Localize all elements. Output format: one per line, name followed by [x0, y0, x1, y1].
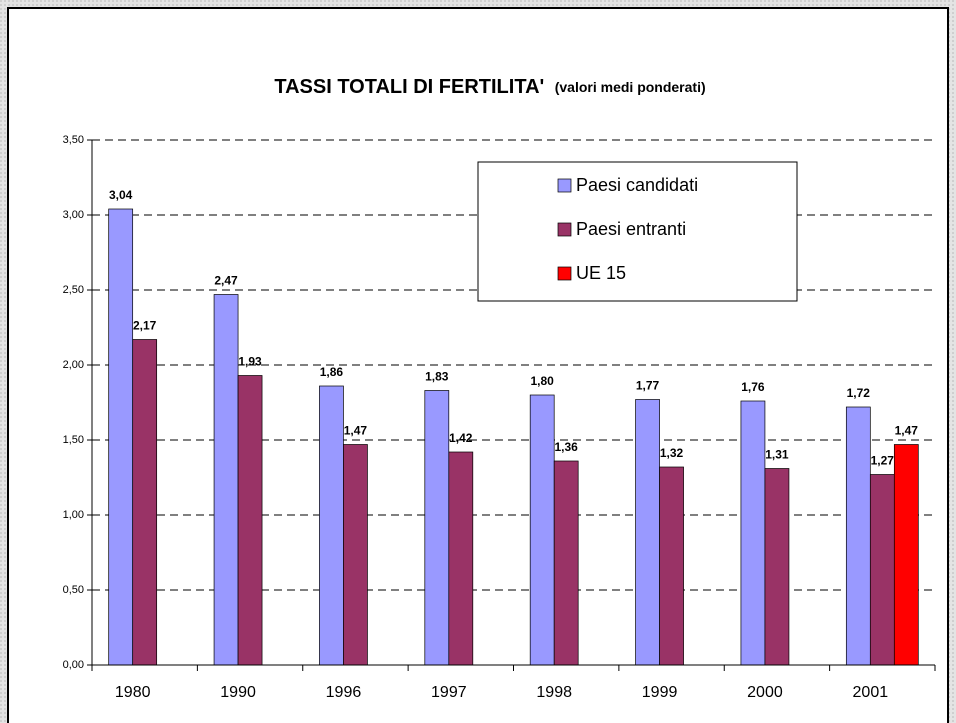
bar — [740, 400, 766, 666]
value-label: 1,80 — [531, 374, 555, 388]
y-tick-label: 1,00 — [63, 509, 84, 521]
bar — [529, 394, 555, 666]
value-label: 1,47 — [344, 424, 368, 438]
bar — [237, 375, 263, 666]
legend-swatch — [557, 178, 572, 193]
chart-title: TASSI TOTALI DI FERTILITA' — [274, 76, 544, 98]
value-label: 3,04 — [109, 188, 133, 202]
value-label: 1,42 — [449, 431, 473, 445]
bar — [869, 474, 895, 666]
bar — [213, 294, 239, 666]
legend-label: Paesi candidati — [576, 175, 698, 195]
chart-title-group: TASSI TOTALI DI FERTILITA' (valori medi … — [274, 76, 705, 98]
chart-subtitle: (valori medi ponderati) — [555, 79, 706, 95]
value-label: 2,17 — [133, 319, 157, 333]
y-tick-label: 0,50 — [63, 584, 84, 596]
value-label: 1,77 — [636, 379, 660, 393]
bar — [659, 466, 684, 666]
y-tick-label: 2,00 — [63, 359, 84, 371]
x-tick-label: 1998 — [536, 684, 572, 701]
value-label: 1,47 — [895, 424, 919, 438]
value-label: 1,31 — [765, 448, 789, 462]
bar — [424, 390, 450, 666]
bar — [319, 385, 344, 666]
legend-label: Paesi entranti — [576, 219, 686, 239]
x-tick-label: 1996 — [326, 684, 362, 701]
value-label: 1,32 — [660, 446, 684, 460]
legend-box — [477, 161, 798, 302]
x-tick-label: 1990 — [220, 684, 256, 701]
bar — [893, 444, 919, 666]
y-tick-label: 1,50 — [63, 434, 84, 446]
x-tick-label: 2000 — [747, 684, 783, 701]
legend-swatch — [557, 266, 572, 281]
bar — [845, 406, 871, 666]
bar — [108, 208, 134, 666]
y-tick-label: 0,00 — [63, 659, 84, 671]
x-tick-label: 1980 — [115, 684, 151, 701]
legend-label: UE 15 — [576, 263, 626, 283]
value-label: 1,86 — [320, 365, 344, 379]
x-tick-label: 2001 — [853, 684, 889, 701]
bar — [343, 444, 368, 666]
bar — [132, 339, 158, 666]
bar — [448, 451, 474, 666]
value-label: 1,27 — [871, 454, 895, 468]
value-label: 1,36 — [555, 440, 579, 454]
x-tick-label: 1997 — [431, 684, 467, 701]
value-label: 2,47 — [214, 274, 238, 288]
bar — [764, 468, 790, 666]
legend-swatch — [557, 222, 572, 237]
y-tick-label: 2,50 — [63, 284, 84, 296]
bar — [553, 460, 579, 666]
y-tick-label: 3,00 — [63, 209, 84, 221]
value-label: 1,76 — [741, 380, 765, 394]
value-label: 1,93 — [238, 355, 262, 369]
x-tick-label: 1999 — [642, 684, 678, 701]
value-label: 1,83 — [425, 370, 449, 384]
y-tick-label: 3,50 — [63, 134, 84, 146]
bar — [635, 399, 660, 666]
value-label: 1,72 — [847, 386, 871, 400]
